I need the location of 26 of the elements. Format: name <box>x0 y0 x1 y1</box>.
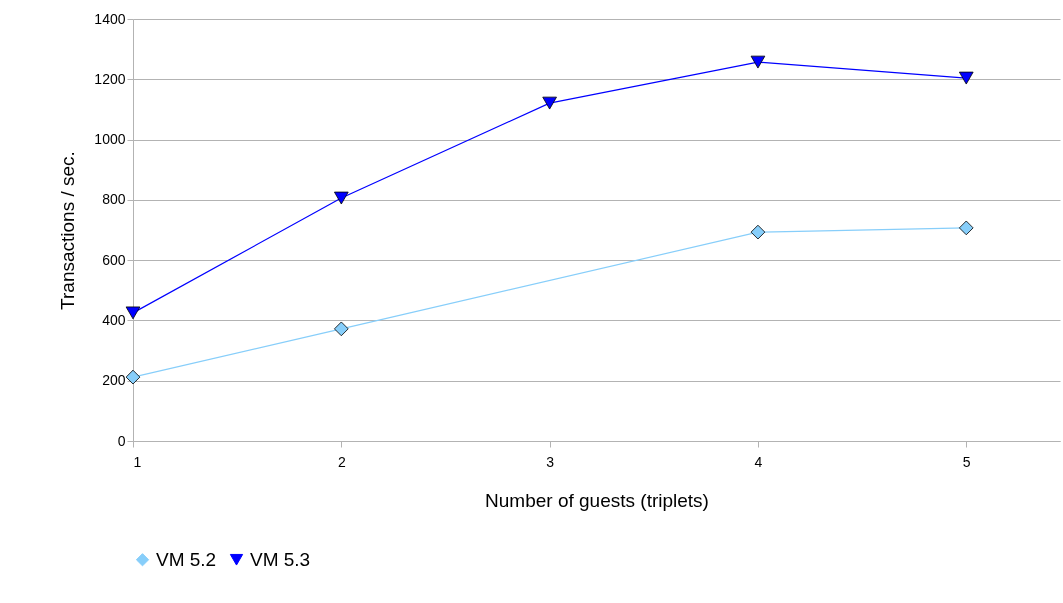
point <box>125 306 141 320</box>
y-axis-title: Transactions / sec. <box>57 151 79 310</box>
point <box>542 96 557 110</box>
y-tick-label: 200 <box>102 372 126 389</box>
legend-label: VM 5.3 <box>250 548 311 570</box>
x-tick-label: 5 <box>962 453 971 470</box>
x-tick-label: 2 <box>337 453 346 470</box>
y-tick-label: 0 <box>117 432 126 449</box>
x-axis-title: Number of guests (triplets) <box>485 489 709 511</box>
point <box>750 224 766 240</box>
point <box>958 220 974 236</box>
x-tick-label: 1 <box>133 453 142 470</box>
y-tick-label: 800 <box>102 191 126 208</box>
y-tick-label: 400 <box>102 311 126 328</box>
x-tick-label: 3 <box>546 453 555 470</box>
point <box>334 321 349 337</box>
legend-label: VM 5.2 <box>156 548 217 570</box>
y-tick-label: 1200 <box>94 70 126 87</box>
y-tick-label: 1000 <box>94 131 126 148</box>
point <box>125 369 141 385</box>
point <box>334 191 349 205</box>
y-tick-label: 600 <box>102 251 126 268</box>
point <box>750 55 766 69</box>
point <box>958 71 974 85</box>
x-tick-label: 4 <box>754 453 763 470</box>
y-tick-label: 1400 <box>94 10 126 27</box>
